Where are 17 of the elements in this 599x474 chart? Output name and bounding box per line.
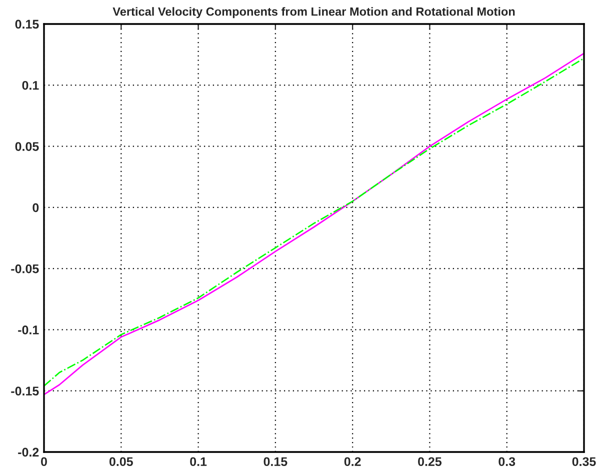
x-tick-label: 0.25 bbox=[418, 457, 442, 466]
x-tick-label: 0.35 bbox=[572, 457, 596, 466]
x-tick-label: 0 bbox=[41, 457, 47, 466]
x-tick-label: 0.15 bbox=[264, 457, 288, 466]
y-tick-label: 0 bbox=[32, 203, 39, 212]
y-tick-label: -0.2 bbox=[18, 448, 39, 457]
y-tick-label: -0.05 bbox=[11, 264, 39, 274]
y-tick-label: -0.1 bbox=[18, 326, 39, 334]
x-tick-label: 0.1 bbox=[190, 457, 207, 466]
y-tick-label: 0.05 bbox=[15, 142, 39, 151]
y-tick-label: 0.15 bbox=[15, 20, 39, 29]
x-tick-label: 0.3 bbox=[498, 457, 516, 466]
chart-title: Vertical Velocity Components from Linear Motion and Rotational Motion bbox=[112, 7, 515, 18]
y-tick-label: -0.15 bbox=[11, 386, 39, 396]
x-tick-label: 0.05 bbox=[109, 457, 133, 466]
x-tick-label: 0.2 bbox=[344, 457, 361, 466]
y-tick-label: 0.1 bbox=[22, 80, 39, 90]
